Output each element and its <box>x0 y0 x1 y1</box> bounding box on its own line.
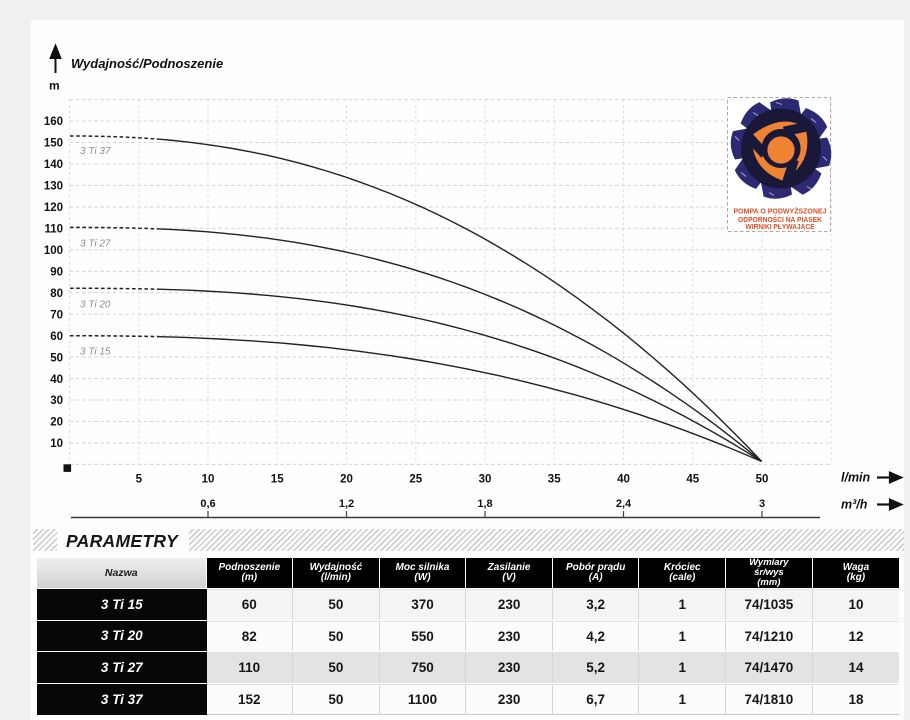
svg-text:0,6: 0,6 <box>200 498 215 510</box>
svg-text:5: 5 <box>136 474 143 486</box>
svg-text:25: 25 <box>409 474 422 486</box>
svg-text:3 Ti 37: 3 Ti 37 <box>80 146 111 157</box>
svg-text:1,8: 1,8 <box>477 498 492 510</box>
svg-text:ODPORNOŚCI NA PIASEK: ODPORNOŚCI NA PIASEK <box>738 215 822 224</box>
svg-text:60: 60 <box>50 331 63 343</box>
svg-text:150: 150 <box>44 138 63 150</box>
svg-text:35: 35 <box>548 474 561 486</box>
svg-text:80: 80 <box>50 288 63 300</box>
svg-text:70: 70 <box>50 309 63 321</box>
svg-text:40: 40 <box>617 474 630 486</box>
svg-text:20: 20 <box>50 417 63 429</box>
svg-text:50: 50 <box>756 474 769 486</box>
svg-text:45: 45 <box>686 474 699 486</box>
svg-text:30: 30 <box>50 395 63 407</box>
svg-text:POMPA O PODWYŻSZONEJ: POMPA O PODWYŻSZONEJ <box>734 207 827 216</box>
svg-text:50: 50 <box>50 352 63 364</box>
svg-text:90: 90 <box>50 267 63 279</box>
svg-text:130: 130 <box>44 181 63 193</box>
svg-text:m: m <box>49 79 60 93</box>
svg-text:110: 110 <box>44 224 63 236</box>
svg-text:140: 140 <box>44 159 63 171</box>
svg-text:10: 10 <box>50 438 63 450</box>
svg-text:100: 100 <box>44 245 63 257</box>
svg-text:3 Ti 15: 3 Ti 15 <box>80 347 111 358</box>
svg-text:30: 30 <box>479 474 492 486</box>
svg-text:3 Ti 20: 3 Ti 20 <box>80 300 111 311</box>
svg-text:15: 15 <box>271 474 284 486</box>
svg-text:Wydajność/Podnoszenie: Wydajność/Podnoszenie <box>71 56 223 71</box>
svg-text:160: 160 <box>44 116 63 128</box>
svg-text:WIRNIKI PŁYWAJĄCE: WIRNIKI PŁYWAJĄCE <box>746 222 815 231</box>
svg-text:20: 20 <box>340 474 353 486</box>
svg-text:2,4: 2,4 <box>616 498 632 510</box>
svg-text:m³/h: m³/h <box>841 498 868 512</box>
svg-text:120: 120 <box>44 202 63 214</box>
svg-text:1,2: 1,2 <box>339 498 354 510</box>
svg-text:3 Ti 27: 3 Ti 27 <box>80 239 111 250</box>
svg-text:l/min: l/min <box>841 471 871 485</box>
svg-text:3: 3 <box>759 498 765 510</box>
svg-text:10: 10 <box>202 474 215 486</box>
svg-text:40: 40 <box>50 374 63 386</box>
